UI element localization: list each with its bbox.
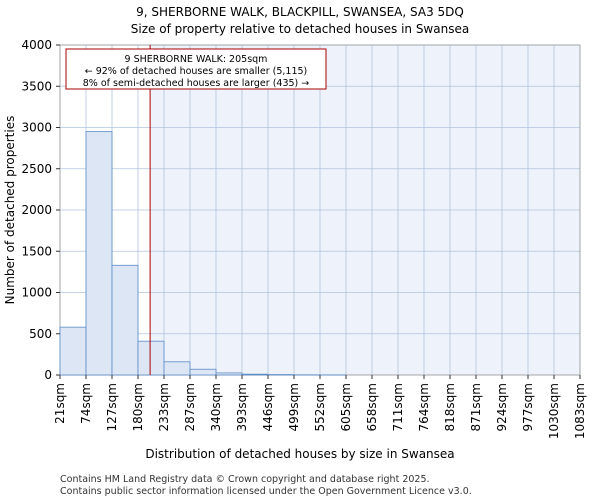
x-tick-label: 340sqm <box>209 383 223 431</box>
y-tick-label: 3000 <box>21 121 52 135</box>
chart-title: 9, SHERBORNE WALK, BLACKPILL, SWANSEA, S… <box>136 5 464 19</box>
chart-subtitle: Size of property relative to detached ho… <box>131 22 469 36</box>
bar <box>111 264 139 376</box>
y-tick-label: 2000 <box>21 203 52 217</box>
bar <box>59 326 87 376</box>
y-tick-label: 0 <box>44 368 52 382</box>
x-tick-label: 127sqm <box>105 383 119 431</box>
footer-line-2: Contains public sector information licen… <box>60 486 472 497</box>
y-tick-label: 3500 <box>21 79 52 93</box>
x-tick-label: 924sqm <box>495 383 509 431</box>
bars <box>59 45 347 376</box>
bar <box>215 372 243 376</box>
annotation: 9 SHERBORNE WALK: 205sqm ← 92% of detach… <box>65 48 327 90</box>
x-tick-label: 393sqm <box>235 383 249 431</box>
x-tick-label: 74sqm <box>79 383 93 424</box>
x-tick-label: 605sqm <box>339 383 353 431</box>
y-tick-label: 500 <box>29 327 52 341</box>
y-tick-label: 1500 <box>21 244 52 258</box>
bar <box>85 131 113 376</box>
y-tick-label: 2500 <box>21 162 52 176</box>
y-axis: 0 500 1000 1500 2000 2500 3000 3500 4000 <box>21 38 60 382</box>
x-tick-label: 446sqm <box>261 383 275 431</box>
x-tick-label: 711sqm <box>391 383 405 431</box>
x-tick-label: 287sqm <box>183 383 197 431</box>
bar <box>163 361 191 376</box>
y-tick-label: 4000 <box>21 38 52 52</box>
x-tick-label: 552sqm <box>313 383 327 431</box>
x-axis-title: Distribution of detached houses by size … <box>145 447 454 461</box>
x-tick-label: 658sqm <box>365 383 379 431</box>
x-tick-label: 764sqm <box>417 383 431 431</box>
x-tick-label: 180sqm <box>131 383 145 431</box>
x-tick-label: 977sqm <box>521 383 535 431</box>
y-tick-label: 1000 <box>21 286 52 300</box>
footer-line-1: Contains HM Land Registry data © Crown c… <box>60 474 430 485</box>
x-tick-label: 499sqm <box>287 383 301 431</box>
bar <box>137 340 165 376</box>
bar <box>189 368 217 376</box>
x-tick-label: 21sqm <box>53 383 67 424</box>
annotation-line-1: 9 SHERBORNE WALK: 205sqm <box>125 54 268 65</box>
x-axis: 21sqm 74sqm 127sqm 180sqm 233sqm 287sqm 340sqm… <box>53 375 587 439</box>
annotation-box <box>65 48 327 90</box>
annotation-line-3: 8% of semi-detached houses are larger (4… <box>83 78 310 89</box>
x-tick-label: 1030sqm <box>547 383 561 439</box>
x-tick-label: 233sqm <box>157 383 171 431</box>
x-tick-label: 1083sqm <box>573 383 587 439</box>
bar <box>241 373 269 376</box>
y-axis-title: Number of detached properties <box>3 116 17 305</box>
x-tick-label: 818sqm <box>443 383 457 431</box>
x-tick-label: 871sqm <box>469 383 483 431</box>
annotation-line-2: ← 92% of detached houses are smaller (5,… <box>85 66 308 77</box>
